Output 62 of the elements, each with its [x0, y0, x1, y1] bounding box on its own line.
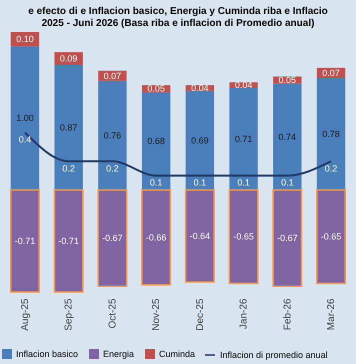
- bar: [97, 189, 128, 288]
- data-label: 0.87: [60, 122, 78, 133]
- data-label: -0.64: [190, 230, 210, 241]
- data-label: -0.67: [102, 233, 123, 244]
- x-tick-label: Sep-25: [64, 298, 75, 331]
- data-label: 0.69: [191, 135, 209, 146]
- x-tick-label: Dec-25: [194, 298, 206, 331]
- x-tick-label: Mar-26: [326, 298, 338, 330]
- data-label: 0.09: [60, 54, 78, 64]
- legend-label: Inflacion basico: [16, 349, 78, 359]
- legend-label: Energia: [103, 349, 134, 359]
- x-tick-label: Jan-26: [238, 298, 250, 330]
- legend-label: Cuminda: [159, 349, 196, 359]
- data-label: 0.1: [150, 178, 162, 188]
- data-label: 0.10: [16, 34, 34, 44]
- data-label: 0.2: [62, 163, 75, 174]
- bar: [186, 90, 214, 190]
- x-tick-label: Aug-25: [20, 298, 31, 331]
- data-label: 0.1: [194, 178, 206, 188]
- data-label: 0.05: [278, 75, 296, 86]
- data-label: -0.71: [14, 236, 36, 246]
- bar: [142, 92, 170, 190]
- x-tick-label: Oct-25: [107, 298, 118, 329]
- data-label: 0.07: [322, 68, 340, 78]
- data-label: 0.1: [237, 178, 250, 188]
- data-label: -0.65: [320, 232, 342, 242]
- bar: [10, 46, 40, 190]
- bar: [54, 189, 84, 293]
- data-label: -0.67: [277, 233, 298, 244]
- bar: [10, 189, 40, 293]
- bar: [184, 189, 215, 283]
- data-label: 0.4: [18, 134, 32, 145]
- data-label: 0.2: [324, 163, 338, 174]
- data-label: 1.00: [16, 113, 34, 124]
- x-tick-label: Nov-25: [151, 298, 162, 331]
- x-tick-label: Feb-26: [282, 298, 294, 330]
- data-label: 0.1: [281, 178, 294, 188]
- data-label: -0.71: [58, 236, 79, 246]
- data-label: 0.07: [104, 70, 122, 81]
- data-label: -0.65: [233, 232, 254, 242]
- data-label: 0.76: [104, 130, 122, 140]
- data-label: 0.05: [147, 84, 165, 94]
- data-label: 0.68: [147, 136, 165, 146]
- data-label: 0.74: [278, 132, 296, 142]
- text: 2025 - Juni 2026 (Basa riba e inflacion di Promedio anual): [42, 18, 314, 29]
- data-label: 0.2: [106, 163, 119, 174]
- data-label: -0.66: [146, 232, 166, 242]
- bar: [228, 189, 259, 284]
- bar: [316, 78, 346, 190]
- bar: [316, 189, 346, 284]
- bar: [229, 88, 258, 190]
- text: e efecto di e Inflacion basico, Energia y Cuminda riba e Inflacio: [28, 6, 328, 17]
- bar: [54, 65, 83, 190]
- data-label: 0.04: [191, 83, 209, 94]
- data-label: 0.71: [234, 134, 252, 144]
- bar: [273, 84, 302, 190]
- data-label: 0.04: [234, 80, 252, 90]
- legend-label: Inflacion di promedio anual: [220, 350, 328, 360]
- bar: [141, 189, 172, 286]
- bar: [98, 80, 127, 190]
- data-label: 0.78: [322, 128, 340, 139]
- bar: [272, 189, 302, 288]
